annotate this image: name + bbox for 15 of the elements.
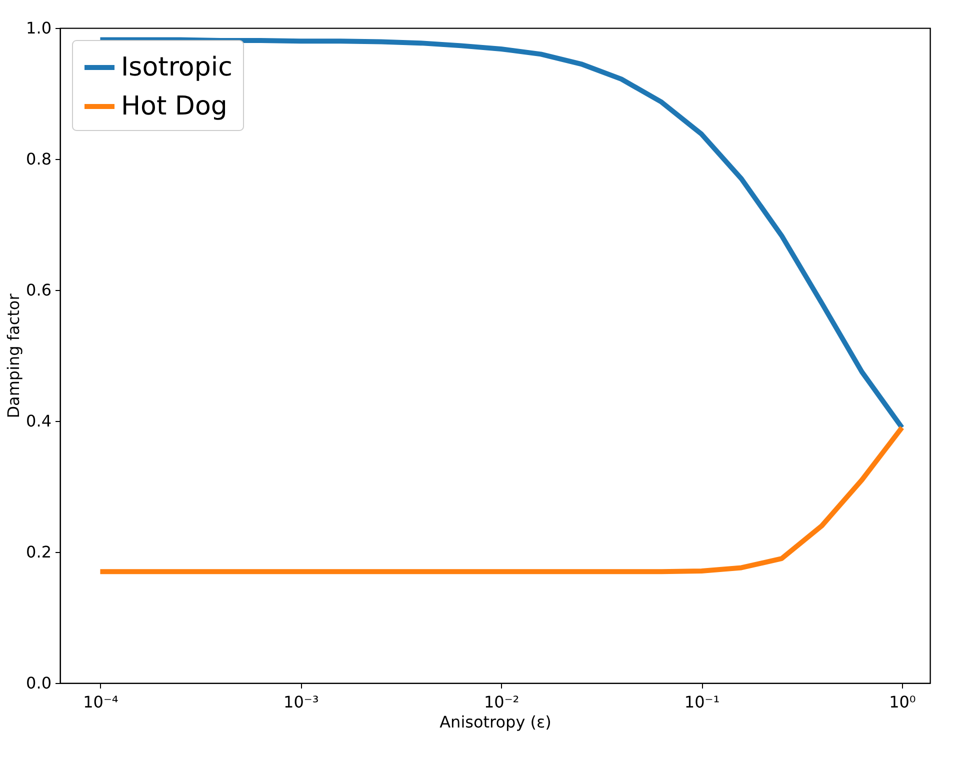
y-tick-label: 0.6 bbox=[26, 280, 52, 300]
legend-label: Hot Dog bbox=[121, 92, 228, 122]
y-tick-label: 1.0 bbox=[26, 18, 52, 38]
x-tick-label: 10⁻² bbox=[484, 692, 520, 712]
x-tick-label: 10⁻¹ bbox=[684, 692, 720, 712]
x-tick-label: 10⁰ bbox=[889, 692, 916, 712]
y-tick-label: 0.2 bbox=[26, 542, 52, 562]
x-axis-title: Anisotropy (ε) bbox=[440, 712, 552, 732]
x-tick-label: 10⁻⁴ bbox=[83, 692, 118, 712]
y-tick-label: 0.0 bbox=[26, 674, 52, 692]
y-tick-label: 0.4 bbox=[26, 412, 52, 430]
x-tick-label: 10⁻³ bbox=[284, 692, 319, 712]
y-tick-label: 0.8 bbox=[26, 150, 52, 168]
legend-label: Isotropic bbox=[121, 52, 232, 82]
y-axis-title: Damping factor bbox=[4, 293, 24, 418]
